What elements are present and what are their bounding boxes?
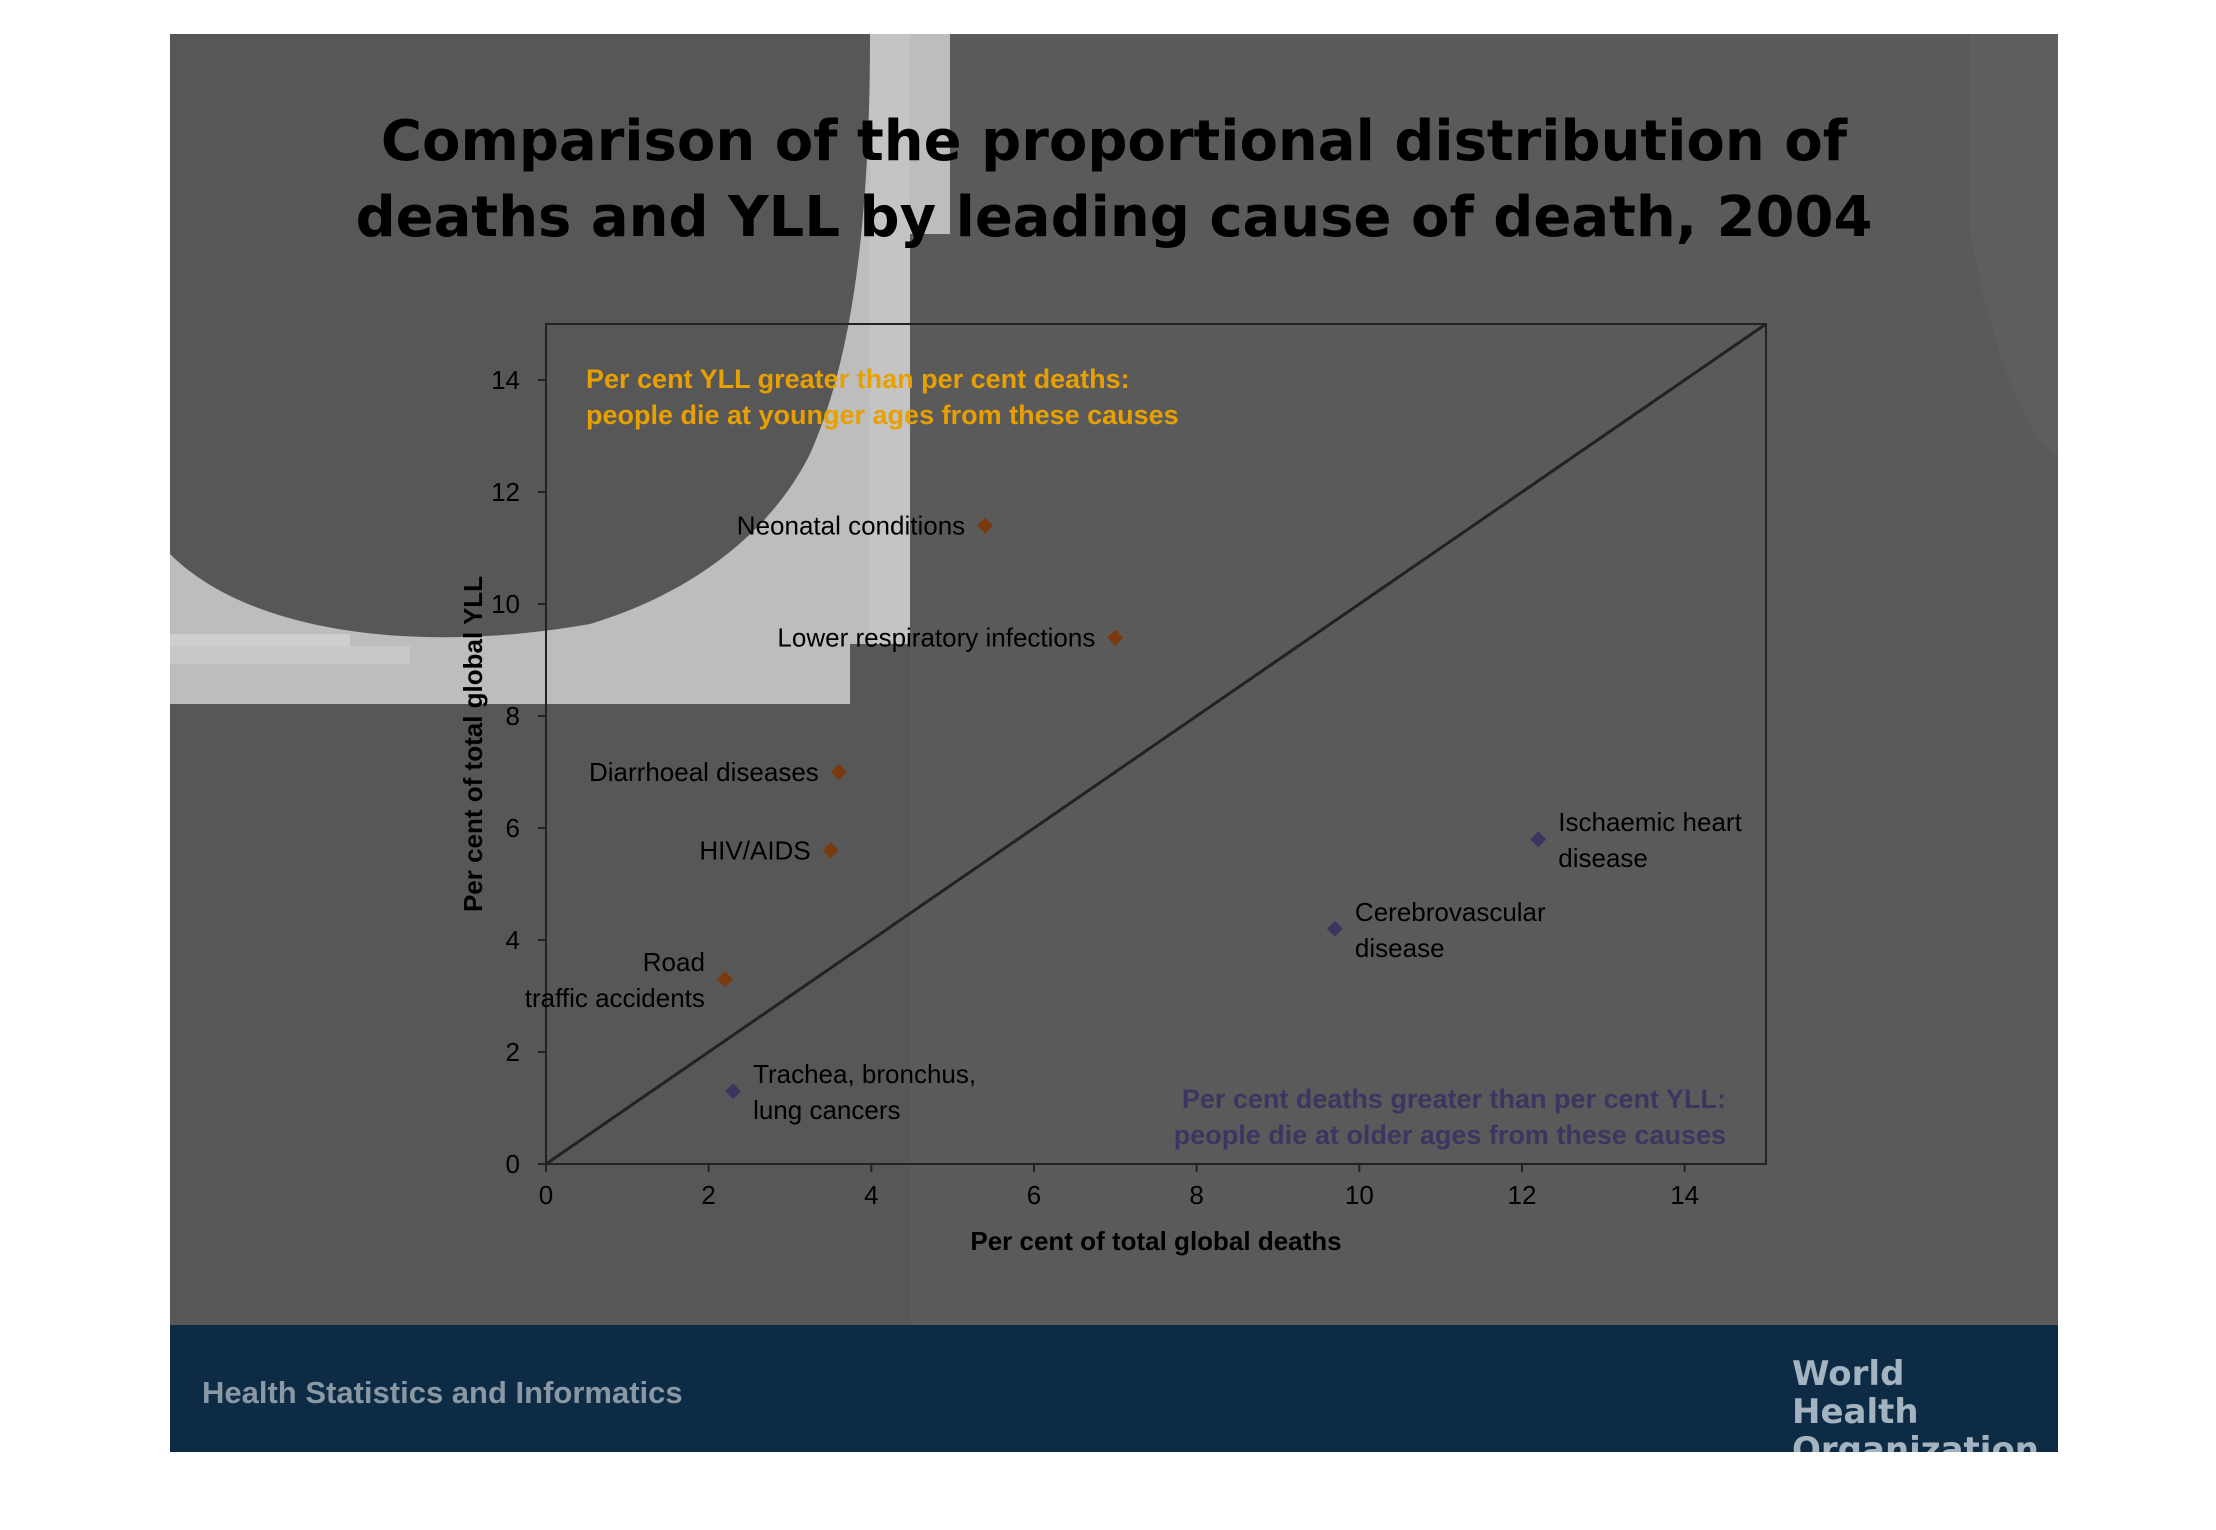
data-point [725,1083,742,1100]
x-tick-label: 6 [1027,1180,1041,1210]
plot-area: 0 2 4 6 8 10 12 14 0 2 4 6 8 10 12 14 Per cent of total … [458,322,1767,1256]
x-tick-label: 0 [539,1180,553,1210]
point-label: Cerebrovascular [1355,897,1546,927]
slide: 0 2 4 6 8 10 12 14 0 2 4 6 8 10 12 14 Per cent of total … [170,34,2058,1452]
who-name-line-2: Organization [1792,1430,2040,1452]
data-point [977,517,994,534]
y-tick-label: 12 [491,477,520,507]
title-line-2: deaths and YLL by leading cause of death… [355,185,1873,250]
y-tick-label: 8 [506,701,520,731]
who-name-line-1: World Health [1792,1354,1919,1432]
point-label: lung cancers [753,1095,900,1125]
annotation-upper-line: Per cent YLL greater than per cent death… [586,364,1130,394]
y-tick-label: 14 [491,365,520,395]
x-tick-label: 2 [701,1180,715,1210]
x-tick-label: 8 [1189,1180,1203,1210]
point-label: disease [1558,843,1648,873]
data-point [1107,629,1124,646]
point-label: disease [1355,933,1445,963]
y-tick-label: 4 [506,925,520,955]
y-axis-label: Per cent of total global YLL [458,576,488,912]
point-label: Trachea, bronchus, [753,1059,976,1089]
y-tick-label: 6 [506,813,520,843]
x-tick-label: 4 [864,1180,878,1210]
data-point [822,842,839,859]
point-label: HIV/AIDS [699,835,810,865]
annotation-lower-line: people die at older ages from these caus… [1174,1120,1726,1150]
annotation-upper-line: people die at younger ages from these ca… [586,400,1179,430]
data-point [830,764,847,780]
y-tick-label: 2 [506,1037,520,1067]
x-tick-label: 12 [1508,1180,1537,1210]
point-label: traffic accidents [525,983,705,1013]
data-point [1326,920,1343,937]
plot-frame [545,323,1767,1165]
point-label: Ischaemic heart [1558,807,1742,837]
data-point [716,971,733,988]
y-tick-label: 10 [491,589,520,619]
footer-bar: Health Statistics and Informatics World … [170,1325,2058,1452]
who-name: World Health Organization [1792,1355,2039,1452]
equality-line [545,322,1767,1166]
point-label: Lower respiratory infections [777,623,1095,653]
point-label: Road [643,947,705,977]
page-title: Comparison of the proportional distribut… [170,104,2058,256]
scatter-chart: 0 2 4 6 8 10 12 14 0 2 4 6 8 10 12 14 Per cent of total … [170,34,2058,1427]
footer-text: Health Statistics and Informatics [202,1375,683,1410]
annotation-lower-line: Per cent deaths greater than per cent YL… [1182,1084,1726,1114]
y-tick-label: 0 [506,1149,520,1179]
background-decoration [170,34,2058,1325]
point-label: Neonatal conditions [737,511,965,541]
x-tick-label: 10 [1345,1180,1374,1210]
title-line-1: Comparison of the proportional distribut… [380,109,1848,174]
x-tick-label: 14 [1670,1180,1699,1210]
point-label: Diarrhoeal diseases [589,757,819,787]
data-point [1530,831,1547,848]
who-logo: World Health Organization [1670,1347,2039,1452]
x-axis-label: Per cent of total global deaths [970,1226,1341,1256]
